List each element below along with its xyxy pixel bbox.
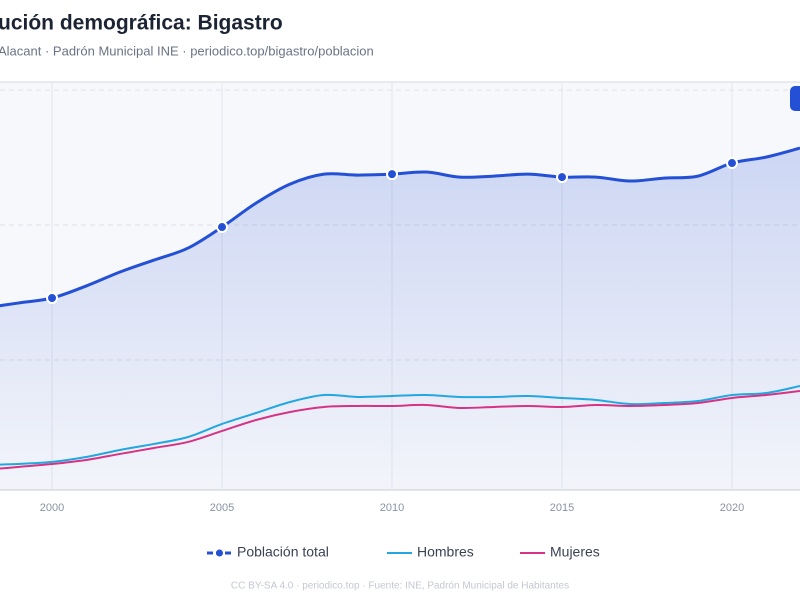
x-tick-label: 2020 [720,502,744,514]
chart-subtitle: Alacant · Padrón Municipal INE · periodi… [0,43,374,58]
legend-label: Hombres [417,544,474,560]
x-tick-label: 2000 [40,502,64,514]
point-marker [726,157,739,170]
line [0,389,800,470]
footer: CC BY-SA 4.0 · periodico.top · Fuente: I… [231,581,569,592]
legend-label: Mujeres [550,544,600,560]
legend-label: Población total [237,544,329,560]
point-marker [386,168,399,181]
x-tick-label: 2005 [210,502,234,514]
x-tick-label: 2015 [550,502,574,514]
x-tick-label: 2010 [380,502,404,514]
line [0,385,800,466]
legend-dot [216,549,223,557]
point-marker [556,171,569,184]
toolbar-button[interactable] [790,86,800,111]
chart-title: ución demográfica: Bigastro [0,12,283,35]
point-marker [46,292,59,305]
point-marker [216,221,229,234]
